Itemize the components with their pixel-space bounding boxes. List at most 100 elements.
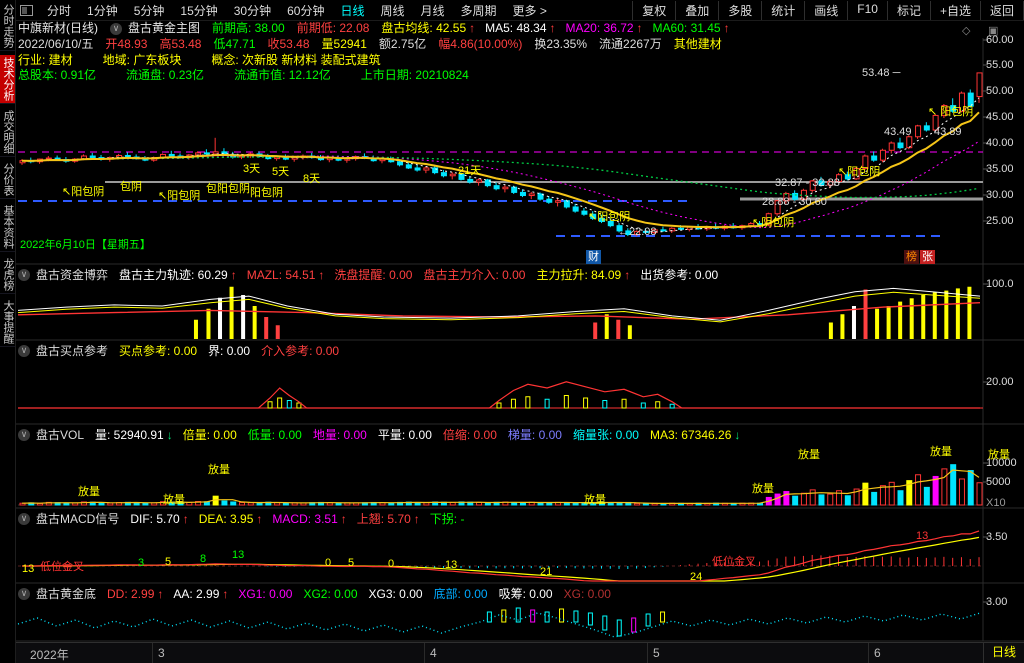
macd-annotation: 24 — [690, 571, 703, 583]
period-tab-多周期[interactable]: 多周期 — [460, 3, 497, 18]
sidebar-item-分价表[interactable]: 分价表 — [0, 161, 15, 199]
info-segment: 换23.35% — [534, 37, 588, 51]
collapse-icon[interactable]: ∨ — [18, 587, 30, 600]
toolbar-button-返回[interactable]: 返回 — [979, 0, 1024, 20]
window-icon[interactable] — [20, 4, 33, 16]
diamond-icon[interactable]: ◇ — [962, 25, 971, 37]
toolbar-button-+自选[interactable]: +自选 — [929, 0, 980, 20]
period-tab-30分钟[interactable]: 30分钟 — [233, 3, 272, 18]
info-segment: 盘古均线: 42.55 — [381, 21, 467, 35]
sidebar-item-技术分析[interactable]: 技术分析 — [0, 55, 15, 104]
indicator-field: 主力拉升: 84.09 — [536, 268, 622, 282]
info-segment: 幅4.86(10.00%) — [438, 37, 523, 51]
macd-annotation: 5 — [348, 557, 355, 569]
toolbar-button-多股[interactable]: 多股 — [718, 0, 761, 20]
indicator-field: 底部: 0.00 — [433, 587, 488, 601]
collapse-icon[interactable]: ∨ — [18, 268, 30, 281]
trend-arrow-icon: ↑ — [340, 511, 347, 526]
volume-annotation: 放量 — [988, 449, 1010, 461]
toolbar-button-统计[interactable]: 统计 — [761, 0, 804, 20]
sidebar-item-大事提醒[interactable]: 大事提醒 — [0, 298, 15, 347]
indicator-field: 介入参考: 0.00 — [261, 344, 340, 358]
chart-annotation: ↖ 阳包阴 — [928, 106, 974, 118]
period-tab-分时[interactable]: 分时 — [47, 3, 72, 18]
info-segment: 收53.48 — [267, 37, 310, 51]
info-segment: MA5: 48.34 — [485, 21, 547, 35]
info-segment: 上市日期: 20210824 — [360, 68, 469, 82]
indicator-field: 上翘: 5.70 — [356, 512, 411, 526]
collapse-icon[interactable]: ∨ — [18, 428, 30, 441]
panel-header-盘古VOL: ∨ 盘古VOL 量: 52940.91 ↓ 倍量: 0.00 低量: 0.00 地量: 0.… — [18, 426, 750, 443]
axis-label: 3.00 — [986, 596, 1008, 608]
time-axis-bar: 2022年 3 4 5 6 日线 — [0, 642, 1024, 663]
axis-tick — [424, 643, 425, 663]
panel-layout-icon[interactable]: ▣ — [988, 25, 999, 37]
indicator-field: 低量: 0.00 — [247, 428, 302, 442]
panel-title: 盘古MACD信号 — [36, 512, 120, 526]
collapse-icon[interactable]: ∨ — [18, 344, 30, 357]
toolbar-buttons: 复权 叠加 多股 统计 画线 F10 标记 +自选 返回 — [632, 0, 1024, 20]
info-badge-财[interactable]: 财 — [586, 250, 601, 264]
sidebar-item-分时走势[interactable]: 分时走势 — [0, 2, 15, 51]
macd-annotation: 0 — [388, 558, 395, 570]
chart-annotation: 包阳包阴 — [206, 183, 250, 195]
panel-header-盘古资金博弈: ∨ 盘古资金博弈 盘古主力轨迹: 60.29 ↑ MAZL: 54.51 ↑ 洗盘提醒: 0… — [18, 266, 729, 283]
trend-arrow-icon: ↑ — [256, 511, 263, 526]
axis-label: 3.50 — [986, 531, 1008, 543]
macd-annotation: 3 — [138, 557, 145, 569]
period-tab-周线[interactable]: 周线 — [380, 3, 405, 18]
axis-month-label: 6 — [874, 646, 881, 660]
macd-annotation: 8 — [200, 553, 207, 565]
left-tab-sidebar: 分时走势技术分析成交明细分价表基本资料龙虎榜大事提醒 — [0, 0, 16, 663]
chart-annotation: ↖阳包阴 — [588, 211, 631, 223]
trend-arrow-icon: ↑ — [230, 267, 237, 282]
axis-tick — [152, 643, 153, 663]
info-badge-榜[interactable]: 榜 — [904, 250, 919, 264]
toolbar-button-复权[interactable]: 复权 — [632, 0, 675, 20]
indicator-field: 倍缩: 0.00 — [442, 428, 497, 442]
chart-annotation: 21天 — [458, 165, 482, 177]
axis-label: X10 — [986, 497, 1006, 509]
axis-label: 60.00 — [986, 34, 1014, 46]
toolbar-button-画线[interactable]: 画线 — [804, 0, 847, 20]
volume-annotation: 放量 — [752, 483, 774, 495]
sidebar-item-龙虎榜[interactable]: 龙虎榜 — [0, 256, 15, 294]
period-tab-15分钟[interactable]: 15分钟 — [180, 3, 218, 18]
info-segment: 开48.93 — [105, 37, 148, 51]
sidebar-item-基本资料[interactable]: 基本资料 — [0, 203, 15, 252]
period-tab-1分钟[interactable]: 1分钟 — [87, 3, 118, 18]
collapse-icon[interactable]: ∨ — [18, 512, 30, 525]
period-tab-60分钟[interactable]: 60分钟 — [287, 3, 325, 18]
info-segment: 其他建材 — [673, 37, 722, 51]
chart-annotation: 包阴 — [120, 181, 142, 193]
collapse-icon[interactable]: ∨ — [110, 22, 122, 35]
indicator-field: XG1: 0.00 — [238, 586, 293, 601]
period-indicator[interactable]: 日线 — [983, 643, 1024, 663]
indicator-field: 吸筹: 0.00 — [498, 587, 553, 601]
chart-annotation: 8天 — [303, 173, 321, 185]
period-tab-月线[interactable]: 月线 — [420, 3, 445, 18]
period-tab-日线[interactable]: 日线 — [340, 3, 365, 18]
chart-annotation: ↖阳包阴 — [158, 190, 201, 202]
period-tab-更多 >[interactable]: 更多 > — [512, 3, 547, 18]
info-segment: 流通市值: 12.12亿 — [234, 68, 331, 82]
indicator-field: XG: 0.00 — [563, 586, 611, 601]
toolbar-button-标记[interactable]: 标记 — [886, 0, 930, 20]
indicator-field: 地量: 0.00 — [312, 428, 367, 442]
ohlc-row: 2022/06/10/五 开48.93 高53.48 低47.71 收53.48 量529… — [18, 37, 734, 52]
trend-arrow-icon: ↑ — [413, 511, 420, 526]
axis-label: 55.00 — [986, 59, 1014, 71]
sidebar-item-成交明细[interactable]: 成交明细 — [0, 108, 15, 157]
toolbar-button-叠加[interactable]: 叠加 — [675, 0, 718, 20]
axis-tick — [868, 643, 869, 663]
period-tab-5分钟[interactable]: 5分钟 — [133, 3, 165, 18]
chart-annotation: ↖阴包阴 — [752, 217, 795, 229]
panel-header-盘古黄金底: ∨ 盘古黄金底 DD: 2.99 ↑ AA: 2.99 ↑ XG1: 0.00 XG2: 0.… — [18, 585, 622, 602]
toolbar-button-F10[interactable]: F10 — [847, 0, 887, 20]
chart-annotation: 阳包阴 — [250, 187, 283, 199]
volume-annotation: 放量 — [584, 494, 606, 506]
info-badge-张[interactable]: 张 — [920, 250, 935, 264]
indicator-field: DIF: 5.70 — [130, 511, 180, 526]
